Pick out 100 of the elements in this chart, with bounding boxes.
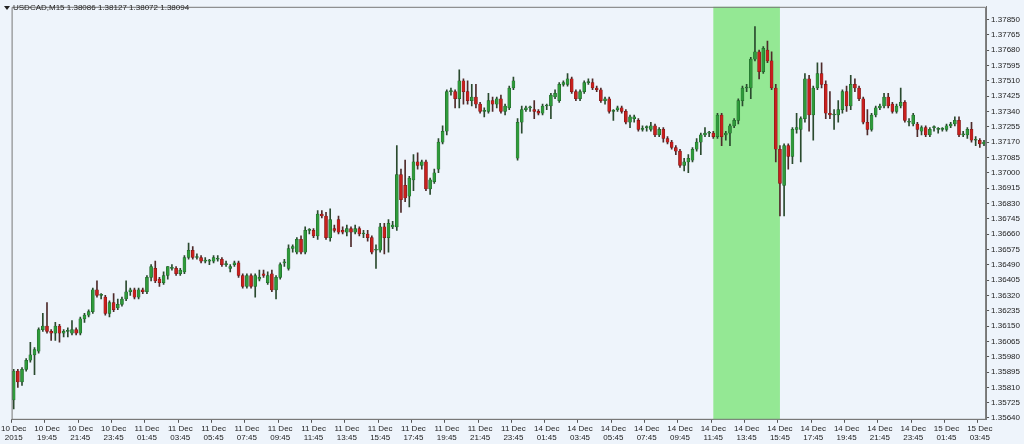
candlestick: [469, 84, 474, 107]
x-tick-label: 11 Dec 21:45: [467, 423, 493, 443]
candlestick: [844, 85, 849, 112]
y-tick-label: 1.37765: [991, 29, 1021, 39]
candlestick: [790, 127, 795, 165]
y-tick-label: 1.36745: [991, 213, 1021, 223]
x-tick-label: 10 Dec 21:45: [67, 423, 93, 443]
candlestick: [973, 136, 978, 146]
y-tick-label: 1.36405: [991, 275, 1021, 285]
x-tick-label: 14 Dec 19:45: [833, 423, 860, 443]
candlestick: [711, 130, 716, 139]
y-tick-label: 1.36065: [991, 336, 1021, 346]
candlestick: [161, 271, 166, 285]
candlestick: [182, 255, 187, 275]
candlestick: [320, 210, 324, 219]
x-tick-label: 14 Dec 23:45: [900, 423, 926, 443]
x-tick-label: 14 Dec 09:45: [667, 423, 693, 443]
candlestick: [669, 139, 674, 150]
candlestick: [232, 260, 237, 267]
candlestick: [636, 118, 641, 132]
y-tick-label: 1.36830: [991, 198, 1021, 208]
candlestick: [965, 127, 970, 139]
y-tick-label: 1.36320: [991, 290, 1021, 300]
y-tick-label: 1.37170: [991, 137, 1021, 147]
candlestick: [832, 109, 836, 130]
y-tick-label: 1.36660: [991, 229, 1021, 239]
x-tick-label: 11 Dec 05:45: [201, 423, 226, 443]
y-tick-label: 1.37425: [991, 91, 1021, 101]
candlestick: [58, 323, 61, 343]
candlestick: [515, 118, 520, 161]
candlestick: [540, 103, 545, 116]
x-tick-label: 10 Dec 2015: [1, 423, 27, 443]
y-tick-label: 1.37850: [991, 14, 1021, 24]
candlestick: [898, 87, 903, 109]
y-tick-label: 1.36915: [991, 183, 1021, 193]
candlestick: [28, 341, 33, 363]
x-tick-label: 14 Dec 13:45: [733, 423, 760, 443]
candlestick: [462, 78, 465, 105]
x-tick-label: 11 Dec 09:45: [267, 423, 293, 443]
candlestick: [907, 118, 911, 127]
y-tick-label: 1.37255: [991, 121, 1021, 131]
x-tick-label: 11 Dec 03:45: [167, 423, 193, 443]
candlestick: [490, 96, 495, 112]
candlestick: [869, 112, 874, 132]
candlestick: [374, 244, 378, 269]
candlestick: [511, 76, 516, 91]
candlestick: [386, 219, 391, 253]
y-tick-label: 1.37510: [991, 75, 1021, 85]
candlestick: [361, 230, 366, 238]
y-tick-label: 1.36575: [991, 244, 1021, 254]
candlestick: [948, 121, 953, 128]
y-tick-label: 1.36150: [991, 321, 1021, 331]
candlestick: [740, 85, 745, 107]
y-tick-label: 1.36490: [991, 259, 1021, 269]
candlestick: [128, 287, 133, 296]
candlestick: [203, 257, 208, 264]
candlestick: [107, 300, 112, 318]
x-tick-label: 11 Dec 19:45: [434, 423, 460, 443]
y-tick-label: 1.37085: [991, 152, 1021, 162]
candlestick: [211, 255, 216, 264]
candlestick: [349, 226, 353, 247]
x-tick-label: 14 Dec 07:45: [634, 423, 660, 443]
y-tick-label: 1.35895: [991, 367, 1021, 377]
candlestick: [86, 309, 91, 318]
candlestick: [828, 91, 832, 119]
candlestick: [707, 130, 711, 137]
candlestick: [449, 87, 453, 96]
candlestick: [207, 258, 212, 266]
candlestick: [311, 228, 316, 238]
candlestick: [440, 125, 445, 145]
candlestick: [690, 147, 695, 163]
candlestick: [565, 73, 570, 87]
candlestick: [819, 62, 824, 89]
y-tick-label: 1.37000: [991, 167, 1021, 177]
candlestick: [357, 226, 362, 237]
x-tick-label: 14 Dec 17:45: [800, 423, 826, 443]
candlestick: [41, 313, 45, 332]
x-tick-label: 14 Dec 03:45: [567, 423, 593, 443]
candlestick: [865, 109, 870, 136]
candlestick: [336, 215, 341, 235]
candlestick: [36, 327, 41, 354]
candlestick: [766, 40, 769, 64]
y-tick-label: 1.37340: [991, 106, 1021, 116]
candlestick: [720, 112, 723, 146]
candlestick: [53, 322, 58, 341]
candlestick: [961, 130, 966, 137]
x-tick-label: 11 Dec 07:45: [234, 423, 260, 443]
candlestick: [486, 93, 491, 114]
candlestick: [715, 112, 720, 139]
candlestick: [136, 287, 141, 300]
candlestick: [49, 329, 53, 341]
candlestick: [315, 210, 320, 240]
y-tick-label: 1.35810: [991, 382, 1021, 392]
candlestick: [186, 242, 191, 260]
x-tick-label: 15 Dec 01:45: [933, 423, 960, 443]
candlestick: [723, 130, 728, 141]
candlestick: [436, 138, 441, 174]
candlestick: [770, 51, 773, 91]
candlestick: [382, 222, 386, 255]
candlestick: [133, 287, 136, 300]
